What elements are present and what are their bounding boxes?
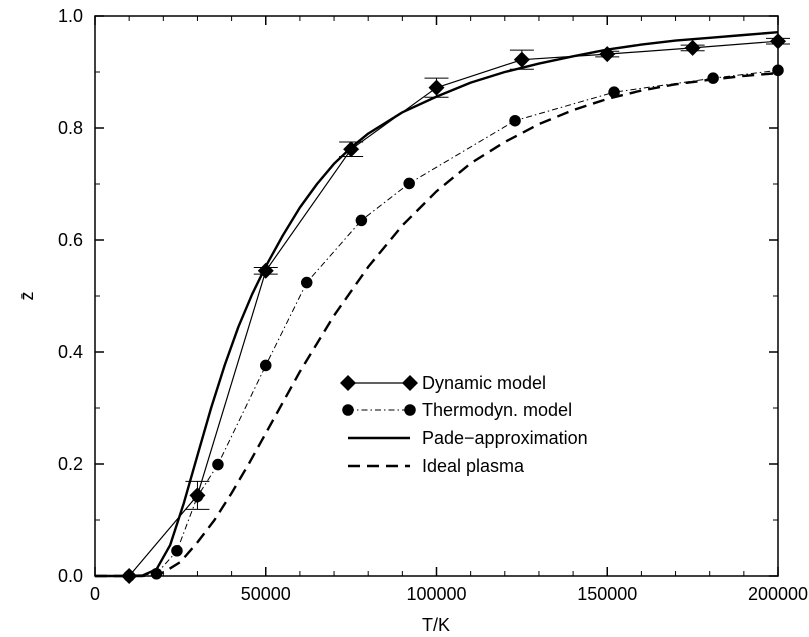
legend-label: Dynamic model	[422, 373, 546, 393]
y-tick-label: 0.2	[58, 454, 83, 474]
data-point-diamond	[684, 39, 701, 56]
data-point-circle	[404, 404, 416, 416]
data-point-circle	[212, 458, 224, 471]
y-tick-label: 0.4	[58, 342, 83, 362]
data-point-diamond	[770, 33, 786, 50]
data-point-diamond	[599, 46, 616, 63]
series-dynamic-model	[121, 33, 790, 584]
x-tick-label: 200000	[748, 584, 808, 604]
x-tick-label: 150000	[577, 584, 637, 604]
data-point-diamond	[428, 79, 445, 96]
series-ideal-plasma	[95, 71, 779, 578]
axis-ticks	[94, 15, 779, 577]
data-point-diamond	[402, 375, 418, 391]
series-line	[128, 40, 779, 577]
legend-label: Thermodyn. model	[422, 400, 572, 420]
data-point-circle	[300, 276, 313, 289]
data-point-diamond	[257, 262, 274, 279]
legend-label: Ideal plasma	[422, 456, 525, 476]
data-point-diamond	[343, 141, 360, 158]
x-tick-label: 50000	[241, 584, 291, 604]
data-point-circle	[772, 64, 784, 77]
y-tick-label: 0.6	[58, 230, 83, 250]
x-tick-label: 100000	[406, 584, 466, 604]
y-tick-label: 0.8	[58, 118, 83, 138]
legend-entry-dynamic-model: Dynamic model	[340, 373, 546, 393]
data-point-diamond	[189, 487, 206, 504]
data-point-circle	[403, 177, 415, 190]
data-point-circle	[509, 114, 521, 127]
y-tick-label: 0.0	[58, 566, 83, 586]
data-point-circle	[707, 72, 719, 84]
series-line	[129, 69, 779, 577]
series-layer	[95, 31, 790, 584]
data-point-diamond	[340, 375, 356, 391]
series-thermodyn-model	[123, 64, 784, 582]
data-point-circle	[342, 404, 354, 416]
data-point-circle	[608, 86, 620, 98]
series-pade-approximation	[95, 31, 779, 578]
series-line	[95, 31, 779, 578]
axis-tick-labels: 0 50000 100000 150000 200000 0.0 0.2 0.4 0.6 0.8 1…	[58, 6, 808, 604]
y-tick-label: 1.0	[58, 6, 83, 26]
legend-entry-pade-approximation: Pade−approximation	[348, 428, 588, 448]
data-point-diamond	[121, 568, 138, 584]
x-axis-label: T/K	[422, 615, 450, 635]
legend: Dynamic model Thermodyn. model Pade−approx…	[340, 373, 588, 476]
data-point-circle	[150, 568, 163, 580]
data-point-circle	[171, 545, 183, 557]
legend-entry-ideal-plasma: Ideal plasma	[348, 456, 525, 476]
data-point-circle	[259, 359, 272, 372]
series-line	[95, 71, 779, 578]
x-tick-label: 0	[90, 584, 100, 604]
legend-entry-thermodyn-model: Thermodyn. model	[342, 400, 572, 420]
data-point-diamond	[513, 51, 530, 68]
data-point-circle	[355, 214, 368, 227]
legend-label: Pade−approximation	[422, 428, 588, 448]
y-axis-label: z̄	[17, 292, 37, 301]
